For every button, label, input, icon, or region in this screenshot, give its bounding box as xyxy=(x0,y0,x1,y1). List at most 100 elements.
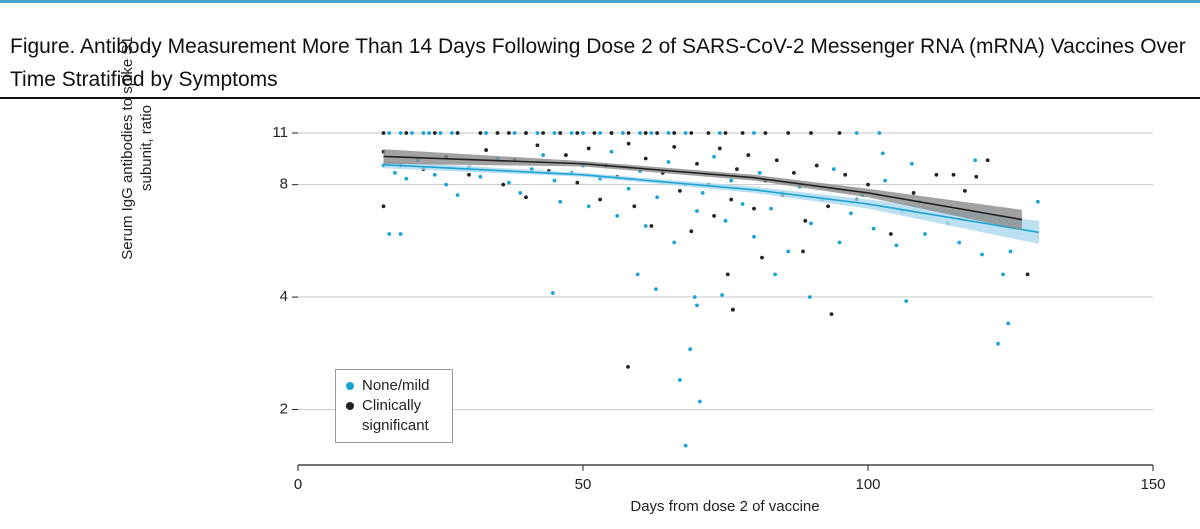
data-point xyxy=(558,131,563,135)
data-point xyxy=(649,224,654,228)
data-point xyxy=(609,149,614,154)
data-point xyxy=(484,131,488,135)
x-axis-label: Days from dose 2 of vaccine xyxy=(630,498,819,515)
data-point xyxy=(558,199,563,204)
data-point xyxy=(792,171,796,175)
data-point xyxy=(752,206,756,211)
data-point xyxy=(575,131,580,135)
data-point xyxy=(432,172,437,177)
data-point xyxy=(831,167,836,172)
data-point xyxy=(923,232,927,236)
data-point xyxy=(626,131,631,135)
data-point xyxy=(760,255,764,260)
top-bar xyxy=(0,0,1200,3)
data-point xyxy=(381,131,386,135)
data-point xyxy=(700,191,705,195)
data-point xyxy=(688,347,693,352)
data-point xyxy=(773,272,777,277)
data-point xyxy=(809,221,813,226)
data-point xyxy=(883,178,887,183)
data-point xyxy=(552,131,557,135)
data-point xyxy=(774,158,779,163)
data-point xyxy=(786,131,791,135)
data-point xyxy=(638,131,642,135)
data-point xyxy=(720,293,724,297)
x-tick-label: 150 xyxy=(1140,476,1165,493)
data-point xyxy=(786,249,791,254)
figure-title: Figure. Antibody Measurement More Than 1… xyxy=(10,35,1186,91)
data-point xyxy=(626,141,631,146)
x-tick-label: 0 xyxy=(294,476,302,493)
data-point xyxy=(717,131,722,135)
data-point xyxy=(837,240,842,245)
data-point xyxy=(501,182,506,187)
data-point xyxy=(712,154,716,159)
data-point xyxy=(1035,199,1040,204)
data-point xyxy=(541,153,545,157)
data-point xyxy=(843,172,848,177)
data-point xyxy=(740,131,745,135)
data-point xyxy=(404,131,409,135)
data-point xyxy=(740,202,745,206)
data-point xyxy=(697,399,702,404)
data-point xyxy=(723,218,728,223)
data-point xyxy=(450,131,454,135)
legend-marker xyxy=(346,382,354,390)
data-point xyxy=(854,131,859,135)
data-point xyxy=(757,171,762,175)
legend-item: None/mild xyxy=(346,376,448,396)
data-point xyxy=(666,160,671,164)
data-point xyxy=(387,232,392,236)
data-point xyxy=(512,131,517,135)
data-point xyxy=(689,229,694,234)
data-point xyxy=(985,158,990,163)
data-point xyxy=(735,167,739,172)
data-point xyxy=(807,295,812,299)
data-point xyxy=(387,131,392,135)
legend-marker xyxy=(346,402,354,410)
data-point xyxy=(866,182,870,187)
data-point xyxy=(626,365,630,369)
data-point xyxy=(957,240,962,245)
data-point xyxy=(655,195,659,200)
data-point xyxy=(706,131,711,135)
data-point xyxy=(398,232,403,236)
data-point xyxy=(635,272,640,277)
data-point xyxy=(973,158,978,163)
data-point xyxy=(672,240,677,245)
data-point xyxy=(427,131,431,135)
y-tick-label: 8 xyxy=(280,176,288,193)
data-point xyxy=(678,188,682,193)
data-point xyxy=(829,312,834,317)
data-point xyxy=(524,131,528,135)
data-point xyxy=(404,176,409,181)
fit-line xyxy=(383,155,1023,221)
data-point xyxy=(801,249,805,254)
data-point xyxy=(524,195,528,200)
legend-label: None/mild xyxy=(362,377,430,394)
data-point xyxy=(849,211,853,216)
data-point xyxy=(877,131,882,135)
data-point xyxy=(871,226,876,231)
data-point xyxy=(717,146,722,151)
data-point xyxy=(683,443,688,448)
data-point xyxy=(467,172,471,177)
data-point xyxy=(1001,272,1005,277)
data-point xyxy=(550,291,555,295)
fit-line xyxy=(383,163,1040,234)
data-point xyxy=(564,153,568,157)
x-tick-label: 100 xyxy=(855,476,880,493)
data-point xyxy=(909,161,914,166)
data-point xyxy=(729,197,734,202)
data-point xyxy=(393,171,397,175)
data-point xyxy=(695,303,699,308)
data-point xyxy=(951,172,956,177)
data-point xyxy=(723,131,728,135)
data-point xyxy=(643,131,648,135)
data-point xyxy=(974,174,979,179)
data-point xyxy=(880,151,885,156)
data-point xyxy=(712,213,716,218)
confidence-band xyxy=(383,161,1039,244)
